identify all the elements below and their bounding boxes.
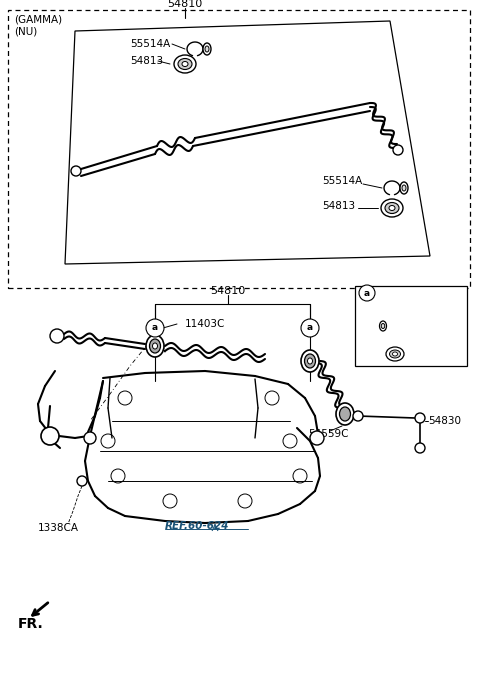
Text: 55514A: 55514A: [130, 39, 170, 49]
Ellipse shape: [381, 324, 385, 329]
Ellipse shape: [205, 46, 209, 52]
Text: 1338CA: 1338CA: [38, 523, 79, 533]
Ellipse shape: [381, 199, 403, 217]
Circle shape: [77, 476, 87, 486]
Ellipse shape: [386, 347, 404, 361]
Text: 54810: 54810: [168, 0, 203, 9]
Circle shape: [393, 145, 403, 155]
Text: 55514A: 55514A: [322, 176, 362, 186]
Text: FR.: FR.: [18, 617, 44, 631]
Ellipse shape: [182, 62, 188, 66]
Circle shape: [353, 411, 363, 421]
Circle shape: [84, 432, 96, 444]
Ellipse shape: [146, 335, 164, 357]
Ellipse shape: [149, 339, 160, 353]
Text: 54810: 54810: [210, 286, 246, 296]
Ellipse shape: [389, 350, 400, 358]
Ellipse shape: [174, 55, 196, 73]
Text: 54830: 54830: [428, 416, 461, 426]
Text: a: a: [307, 324, 313, 333]
Circle shape: [71, 166, 81, 176]
Ellipse shape: [308, 358, 312, 364]
Circle shape: [359, 285, 375, 301]
Ellipse shape: [178, 59, 192, 70]
Ellipse shape: [301, 350, 319, 372]
Text: (NU): (NU): [14, 26, 37, 36]
Ellipse shape: [393, 352, 397, 356]
Ellipse shape: [153, 343, 157, 349]
Ellipse shape: [339, 407, 350, 421]
Bar: [8, 10, 470, 288]
Ellipse shape: [385, 203, 399, 214]
Circle shape: [415, 443, 425, 453]
Circle shape: [146, 319, 164, 337]
Text: 54813: 54813: [130, 56, 163, 66]
Ellipse shape: [380, 321, 386, 331]
Circle shape: [41, 427, 59, 445]
Ellipse shape: [203, 43, 211, 55]
Text: 54813: 54813: [322, 201, 355, 211]
Text: 54559C: 54559C: [308, 429, 348, 439]
Text: REF.60-624: REF.60-624: [165, 521, 229, 531]
Circle shape: [415, 413, 425, 423]
Text: a: a: [364, 289, 370, 297]
Text: 55514A: 55514A: [378, 303, 418, 313]
Text: a: a: [152, 324, 158, 333]
Bar: [355, 286, 467, 366]
Text: (GAMMA): (GAMMA): [14, 15, 62, 25]
Circle shape: [50, 329, 64, 343]
Ellipse shape: [304, 354, 315, 368]
Circle shape: [301, 319, 319, 337]
Ellipse shape: [400, 182, 408, 194]
Ellipse shape: [336, 403, 354, 425]
Ellipse shape: [389, 206, 395, 210]
Ellipse shape: [402, 185, 406, 191]
Text: 54813: 54813: [375, 339, 408, 349]
Text: 11403C: 11403C: [185, 319, 226, 329]
Circle shape: [310, 431, 324, 445]
